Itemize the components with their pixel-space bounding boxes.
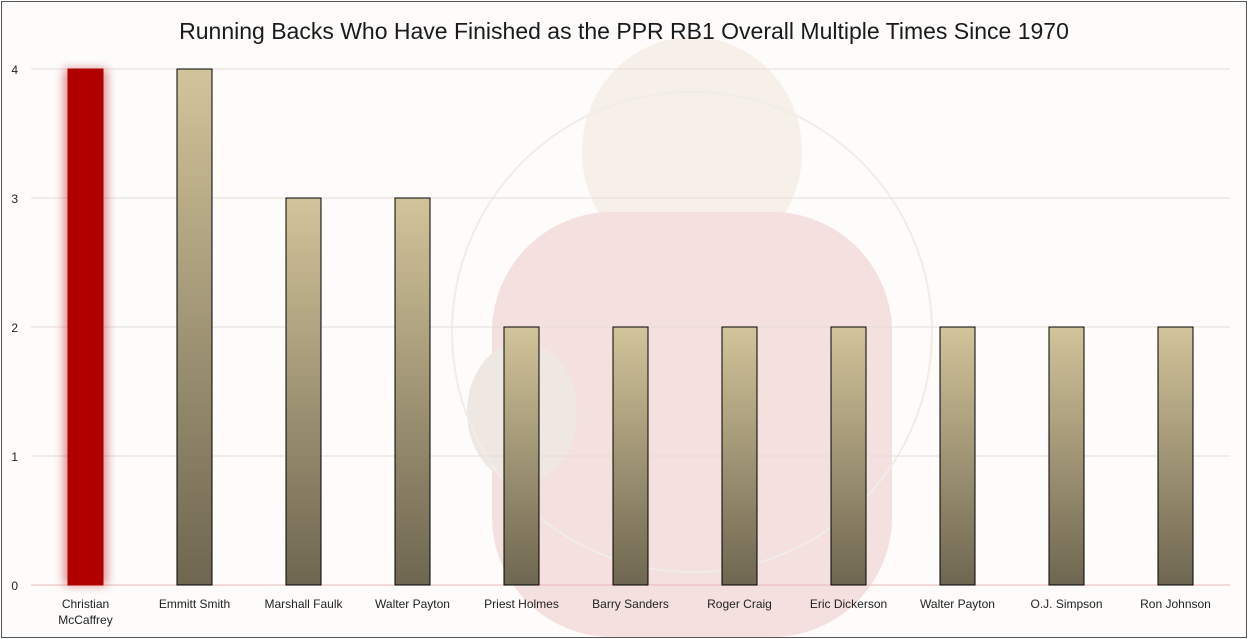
x-tick-label: Priest Holmes: [484, 597, 559, 611]
bar: [67, 68, 104, 586]
x-tick-label: O.J. Simpson: [1030, 597, 1102, 611]
y-tick-label: 1: [11, 450, 18, 464]
y-tick-label: 0: [11, 579, 18, 593]
x-tick-label: Eric Dickerson: [810, 597, 887, 611]
x-tick-label: Ron Johnson: [1140, 597, 1211, 611]
player-background-illustration: [451, 37, 933, 637]
y-tick-label: 2: [11, 321, 18, 335]
x-tick-label: Marshall Faulk: [264, 597, 343, 611]
bar: [939, 326, 976, 586]
y-tick-label: 3: [11, 192, 18, 206]
bar: [612, 326, 649, 586]
bar: [176, 68, 213, 586]
y-tick-label: 4: [11, 63, 18, 77]
x-tick-label: Roger Craig: [707, 597, 772, 611]
x-tick-label: Emmitt Smith: [159, 597, 230, 611]
bar: [285, 197, 322, 586]
x-tick-label: Christian McCaffrey: [58, 597, 112, 627]
x-tick-label: Walter Payton: [920, 597, 995, 611]
bar: [394, 197, 431, 586]
bar: [1048, 326, 1085, 586]
bar: [503, 326, 540, 586]
x-tick-label: Barry Sanders: [592, 597, 669, 611]
bar: [1157, 326, 1194, 586]
chart-title: Running Backs Who Have Finished as the P…: [179, 18, 1069, 44]
bar: [830, 326, 867, 586]
x-tick-label: Walter Payton: [375, 597, 450, 611]
bar: [721, 326, 758, 586]
